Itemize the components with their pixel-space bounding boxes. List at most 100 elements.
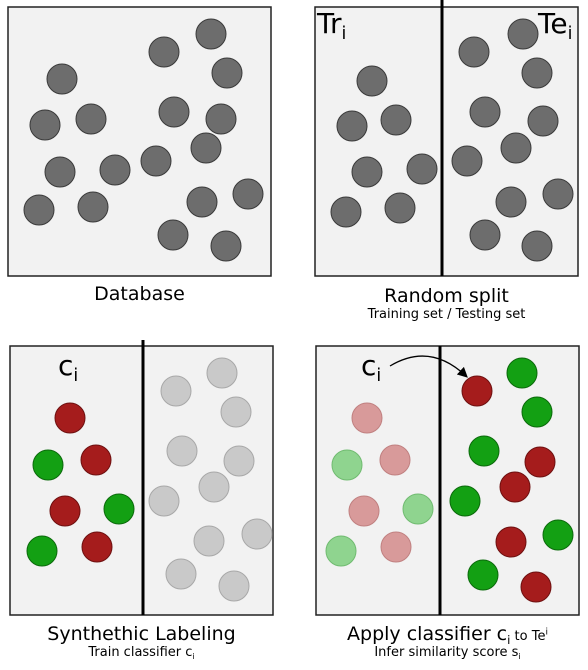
- test-label-sub: i: [567, 24, 573, 45]
- faded-training-samples: [325, 402, 434, 567]
- labeled-samples: [26, 402, 135, 567]
- sample-point: [186, 186, 218, 218]
- sample-point: [527, 105, 559, 137]
- sample-point: [451, 145, 483, 177]
- classifier-label-sub: i: [73, 366, 79, 387]
- positive-sample: [351, 402, 383, 434]
- negative-sample: [402, 493, 434, 525]
- sample-point: [384, 192, 416, 224]
- sample-point: [406, 153, 438, 185]
- positive-sample: [379, 444, 411, 476]
- positive-sample: [461, 375, 493, 407]
- sample-point: [469, 219, 501, 251]
- sample-point: [157, 219, 189, 251]
- sample-point: [356, 65, 388, 97]
- train-label-sub: i: [341, 24, 347, 45]
- sample-point: [195, 18, 227, 50]
- train-samples: [330, 65, 438, 228]
- positive-sample: [495, 526, 527, 558]
- negative-sample: [26, 535, 58, 567]
- sample-point: [77, 191, 109, 223]
- apply-caption-mid: to Te: [510, 629, 546, 644]
- synthetic-labeling-caption: Synthethic Labeling: [47, 623, 236, 645]
- database-samples: [23, 18, 264, 262]
- sample-point: [75, 103, 107, 135]
- sample-point: [232, 178, 264, 210]
- sample-point: [458, 36, 490, 68]
- applied-classifier-label-sub: i: [376, 366, 382, 387]
- train-set-label: Tri: [317, 10, 346, 43]
- infer-score-sub: i: [518, 651, 521, 661]
- unlabeled-samples: [148, 357, 273, 602]
- sample-point: [198, 471, 230, 503]
- sample-point: [220, 396, 252, 428]
- sample-point: [148, 36, 180, 68]
- sample-point: [23, 194, 55, 226]
- sample-point: [140, 145, 172, 177]
- sample-point: [148, 485, 180, 517]
- applied-classifier-label-base: c: [361, 349, 377, 382]
- panel-apply-classifier: [315, 345, 580, 616]
- sample-point: [165, 558, 197, 590]
- sample-point: [330, 196, 362, 228]
- panel-synthetic-labeling: [9, 340, 274, 616]
- negative-sample: [506, 357, 538, 389]
- test-set-label: Tei: [538, 10, 572, 43]
- applied-classifier-label: ci: [361, 352, 381, 385]
- negative-sample: [468, 435, 500, 467]
- negative-sample: [521, 396, 553, 428]
- panel-database: [7, 6, 272, 277]
- sample-point: [193, 525, 225, 557]
- sample-point: [351, 156, 383, 188]
- sample-point: [211, 57, 243, 89]
- train-label-base: Tr: [317, 7, 342, 40]
- positive-sample: [49, 495, 81, 527]
- sample-point: [160, 375, 192, 407]
- negative-sample: [449, 485, 481, 517]
- positive-sample: [54, 402, 86, 434]
- predicted-test-samples: [449, 357, 574, 603]
- train-classifier-sub: i: [192, 651, 195, 661]
- apply-classifier-box: [315, 345, 580, 616]
- test-samples: [451, 18, 574, 262]
- sample-point: [205, 103, 237, 135]
- sample-point: [158, 96, 190, 128]
- positive-sample: [380, 531, 412, 563]
- apply-classifier-caption: Apply classifier ci to Tei: [316, 625, 579, 647]
- positive-sample: [520, 571, 552, 603]
- negative-sample: [32, 449, 64, 481]
- positive-sample: [81, 531, 113, 563]
- classifier-label-base: c: [58, 349, 74, 382]
- negative-sample: [331, 449, 363, 481]
- synthetic-labeling-subcaption: Train classifier ci: [10, 646, 273, 661]
- apply-caption-text: Apply classifier c: [347, 623, 508, 645]
- sample-point: [507, 18, 539, 50]
- apply-classifier-subcaption: Infer similarity score si: [316, 646, 579, 661]
- random-split-subcaption: Training set / Testing set: [367, 307, 526, 322]
- test-label-base: Te: [538, 7, 568, 40]
- classifier-label: ci: [58, 352, 78, 385]
- sample-point: [44, 156, 76, 188]
- train-classifier-text: Train classifier c: [88, 645, 193, 660]
- apply-arrow: [389, 355, 468, 378]
- sample-point: [223, 445, 255, 477]
- apply-caption-sup: i: [545, 627, 548, 638]
- database-caption: Database: [94, 283, 185, 305]
- sample-point: [542, 178, 574, 210]
- random-split-caption: Random split: [384, 285, 509, 307]
- positive-sample: [80, 444, 112, 476]
- sample-point: [46, 63, 78, 95]
- sample-point: [380, 104, 412, 136]
- sample-point: [166, 435, 198, 467]
- sample-point: [469, 96, 501, 128]
- sample-point: [336, 110, 368, 142]
- sample-point: [99, 154, 131, 186]
- negative-sample: [325, 535, 357, 567]
- sample-point: [521, 57, 553, 89]
- sample-point: [206, 357, 238, 389]
- sample-point: [495, 186, 527, 218]
- positive-sample: [348, 495, 380, 527]
- sample-point: [241, 518, 273, 550]
- sample-point: [218, 570, 250, 602]
